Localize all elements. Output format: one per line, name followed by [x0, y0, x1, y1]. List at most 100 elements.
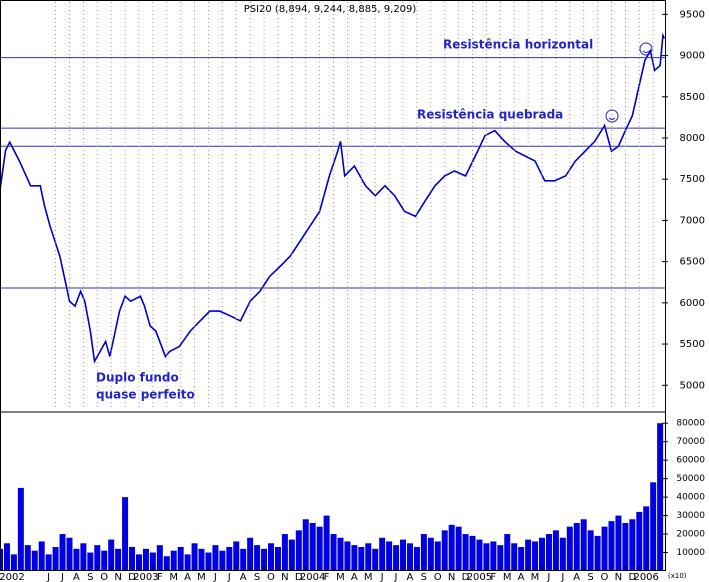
price-line — [0, 32, 666, 364]
volume-bar — [448, 524, 455, 571]
y-tick-label: 20000 — [676, 530, 705, 540]
x-tick-label: J — [560, 572, 564, 582]
volume-bar — [580, 519, 587, 571]
y-tick-label: 10000 — [676, 548, 705, 558]
volume-bar — [135, 554, 142, 571]
volume-bar — [657, 423, 664, 571]
volume-bar — [636, 511, 643, 571]
volume-bar — [274, 546, 281, 571]
volume-bar — [532, 541, 539, 571]
x-tick-label: F — [324, 572, 330, 582]
y-tick-label: 40000 — [676, 493, 705, 503]
x-tick-label: M — [169, 572, 178, 582]
volume-bar — [191, 543, 198, 571]
x-tick-label: A — [407, 572, 414, 582]
volume-bar — [552, 530, 559, 571]
volume-bar — [94, 545, 101, 571]
volume-bar — [434, 541, 441, 571]
x-tick-label: J — [546, 572, 550, 582]
volume-bar — [413, 546, 420, 571]
volume-bar — [615, 515, 622, 571]
y-tick-label: 30000 — [676, 511, 705, 521]
volume-bar — [594, 535, 601, 571]
volume-bar — [427, 537, 434, 571]
volume-bar — [226, 546, 233, 571]
volume-bar — [45, 554, 52, 571]
y-tick-label: 50000 — [676, 474, 705, 484]
x-tick-label: A — [573, 572, 580, 582]
volume-bar — [184, 554, 191, 571]
volume-bar — [261, 548, 268, 571]
volume-bar — [573, 522, 580, 571]
smiley — [605, 42, 653, 123]
x-tick-label: A — [184, 572, 191, 582]
x-tick-label: 2005 — [467, 572, 492, 582]
volume-bar — [372, 548, 379, 571]
volume-bar — [101, 550, 108, 571]
volume-bar — [358, 546, 365, 571]
volume-bar — [455, 526, 462, 571]
x-tick-label: D — [295, 572, 303, 582]
volume-bar — [559, 537, 566, 571]
x-tick-label: F — [490, 572, 496, 582]
x-tick-label: M — [531, 572, 540, 582]
volume-bar — [587, 530, 594, 571]
chart-title: PSI20 (8,894, 9,244, 8,885, 9,209) — [244, 4, 417, 15]
volume-bar — [622, 522, 629, 571]
volume-bar — [254, 545, 261, 571]
volume-bar — [156, 545, 163, 571]
x-tick-label: D — [462, 572, 470, 582]
volume-bar — [323, 515, 330, 571]
volume-bar — [497, 545, 504, 571]
y-tick-label: 7500 — [680, 174, 705, 185]
volume-bar — [608, 521, 615, 571]
x-tick-label: J — [394, 572, 398, 582]
volume-bar — [80, 543, 87, 571]
volume-bar — [490, 541, 497, 571]
x-tick-label: M — [503, 572, 512, 582]
x-tick-label: N — [114, 572, 121, 582]
x-tick-label: 2002 — [0, 572, 25, 582]
annotation: quase perfeito — [96, 388, 195, 402]
volume-bar — [539, 537, 546, 571]
x-tick-label: J — [60, 572, 64, 582]
volume-bar — [87, 552, 94, 571]
volume-bar — [337, 537, 344, 571]
x-tick-label: A — [73, 572, 80, 582]
volume-bar — [0, 548, 3, 571]
volume-bar — [219, 550, 226, 571]
annotation: Resistência quebrada — [417, 108, 563, 122]
volume-bar — [601, 526, 608, 571]
volume-bar — [233, 541, 240, 571]
x-tick-label: A — [518, 572, 525, 582]
volume-bar — [295, 530, 302, 571]
volume-bar — [379, 537, 386, 571]
volume-bar — [650, 482, 657, 571]
y-tick-label: 60000 — [676, 456, 705, 466]
x-tick-label: S — [421, 572, 427, 582]
x-tick-label: S — [254, 572, 260, 582]
x-tick-label: D — [628, 572, 636, 582]
volume-bar — [400, 539, 407, 571]
volume-bar — [170, 550, 177, 571]
x-tick-label: O — [100, 572, 108, 582]
annotation: Duplo fundo — [96, 371, 179, 385]
x-tick-label: 2004 — [300, 572, 325, 582]
volume-bar — [59, 534, 66, 571]
y-tick-label: 7000 — [680, 215, 705, 226]
volume-bar — [441, 530, 448, 571]
y-tick-label: 8000 — [680, 133, 705, 144]
y-tick-label: 9500 — [680, 9, 705, 20]
volume-bar — [566, 526, 573, 571]
volume-bar — [10, 554, 17, 571]
volume-bar — [177, 546, 184, 571]
volume-bar — [511, 543, 518, 571]
volume-bar — [115, 548, 122, 571]
y-tick-label: 5000 — [680, 380, 705, 391]
x-tick-label: 2006 — [633, 572, 658, 582]
volume-bar — [643, 506, 650, 571]
volume-bar — [122, 497, 129, 571]
volume-bar — [330, 534, 337, 571]
x-tick-label: D — [128, 572, 136, 582]
